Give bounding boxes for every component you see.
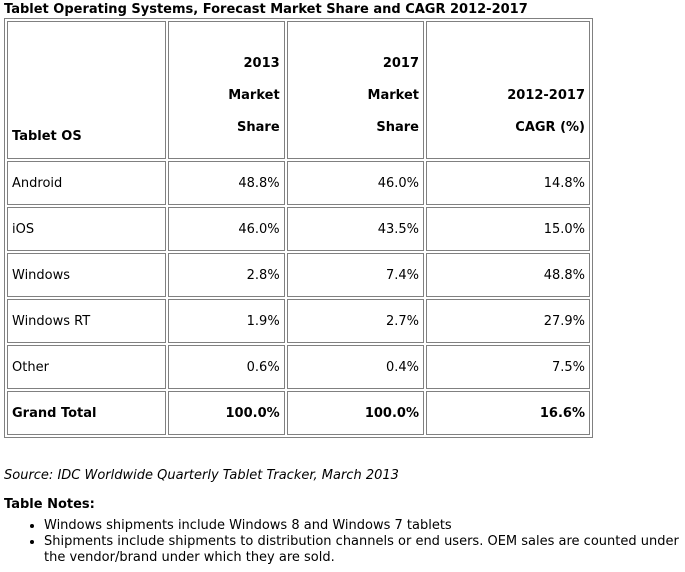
cell-share-2013: 0.6% bbox=[167, 345, 285, 389]
cell-os: iOS bbox=[7, 207, 166, 251]
cell-share-2017: 2.7% bbox=[286, 299, 424, 343]
header-share-2013: 2013 Market Share bbox=[167, 21, 285, 159]
cell-cagr: 15.0% bbox=[426, 207, 590, 251]
table-header-row: Tablet OS 2013 Market Share 2017 Market … bbox=[7, 21, 590, 159]
header-cagr: 2012-2017 CAGR (%) bbox=[426, 21, 590, 159]
notes-heading: Table Notes: bbox=[4, 497, 95, 512]
cell-cagr: 48.8% bbox=[426, 253, 590, 297]
cell-share-2017: 7.4% bbox=[286, 253, 424, 297]
cell-share-2017: 0.4% bbox=[286, 345, 424, 389]
cell-cagr: 14.8% bbox=[426, 161, 590, 205]
cell-os: Windows bbox=[7, 253, 166, 297]
table-row: Android 48.8% 46.0% 14.8% bbox=[7, 161, 590, 205]
table-row: iOS 46.0% 43.5% 15.0% bbox=[7, 207, 590, 251]
cell-os: Windows RT bbox=[7, 299, 166, 343]
table-title: Tablet Operating Systems, Forecast Marke… bbox=[4, 2, 528, 17]
list-item: Windows shipments include Windows 8 and … bbox=[44, 518, 685, 534]
cell-os: Android bbox=[7, 161, 166, 205]
cell-cagr: 27.9% bbox=[426, 299, 590, 343]
cell-os: Other bbox=[7, 345, 166, 389]
cell-share-2017: 100.0% bbox=[286, 391, 424, 435]
header-tablet-os: Tablet OS bbox=[7, 21, 166, 159]
cell-share-2013: 2.8% bbox=[167, 253, 285, 297]
list-item: Shipments include shipments to distribut… bbox=[44, 534, 685, 566]
header-share-2017: 2017 Market Share bbox=[286, 21, 424, 159]
notes-list: Windows shipments include Windows 8 and … bbox=[0, 518, 685, 566]
market-share-table: Tablet OS 2013 Market Share 2017 Market … bbox=[4, 18, 593, 438]
table-row: Windows 2.8% 7.4% 48.8% bbox=[7, 253, 590, 297]
cell-cagr: 16.6% bbox=[426, 391, 590, 435]
table-row: Windows RT 1.9% 2.7% 27.9% bbox=[7, 299, 590, 343]
source-note: Source: IDC Worldwide Quarterly Tablet T… bbox=[4, 468, 399, 483]
cell-share-2013: 48.8% bbox=[167, 161, 285, 205]
cell-share-2017: 43.5% bbox=[286, 207, 424, 251]
cell-share-2017: 46.0% bbox=[286, 161, 424, 205]
cell-share-2013: 46.0% bbox=[167, 207, 285, 251]
table-total-row: Grand Total 100.0% 100.0% 16.6% bbox=[7, 391, 590, 435]
cell-os: Grand Total bbox=[7, 391, 166, 435]
cell-share-2013: 100.0% bbox=[167, 391, 285, 435]
cell-share-2013: 1.9% bbox=[167, 299, 285, 343]
table-row: Other 0.6% 0.4% 7.5% bbox=[7, 345, 590, 389]
cell-cagr: 7.5% bbox=[426, 345, 590, 389]
